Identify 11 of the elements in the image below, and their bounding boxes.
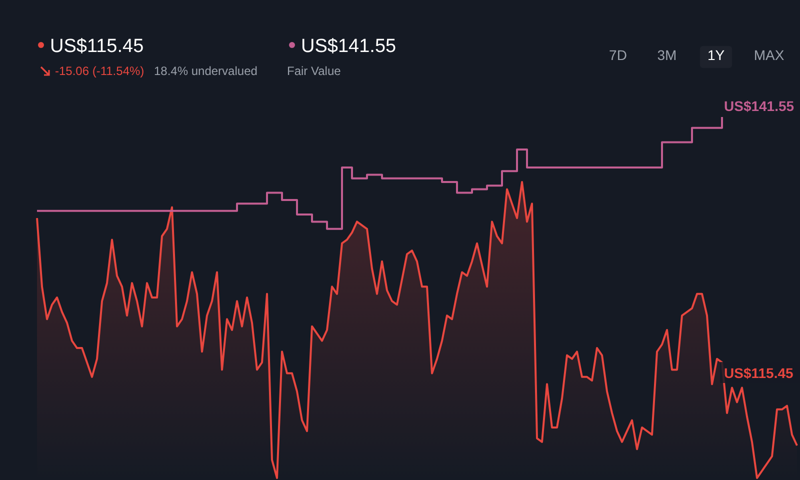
text: 18.4% undervalued [154, 64, 258, 78]
text: -15.06 (-11.54%) [55, 64, 144, 78]
text: US$141.55 [301, 36, 396, 57]
annotation: US$115.45 [724, 365, 794, 381]
text: MAX [754, 47, 785, 63]
text: 1Y [707, 47, 726, 63]
text: Fair Value [287, 64, 342, 78]
text: 3M [657, 47, 677, 63]
text: 7D [609, 47, 627, 63]
text: US$115.45 [50, 36, 144, 57]
text: US$141.55 [724, 98, 794, 114]
